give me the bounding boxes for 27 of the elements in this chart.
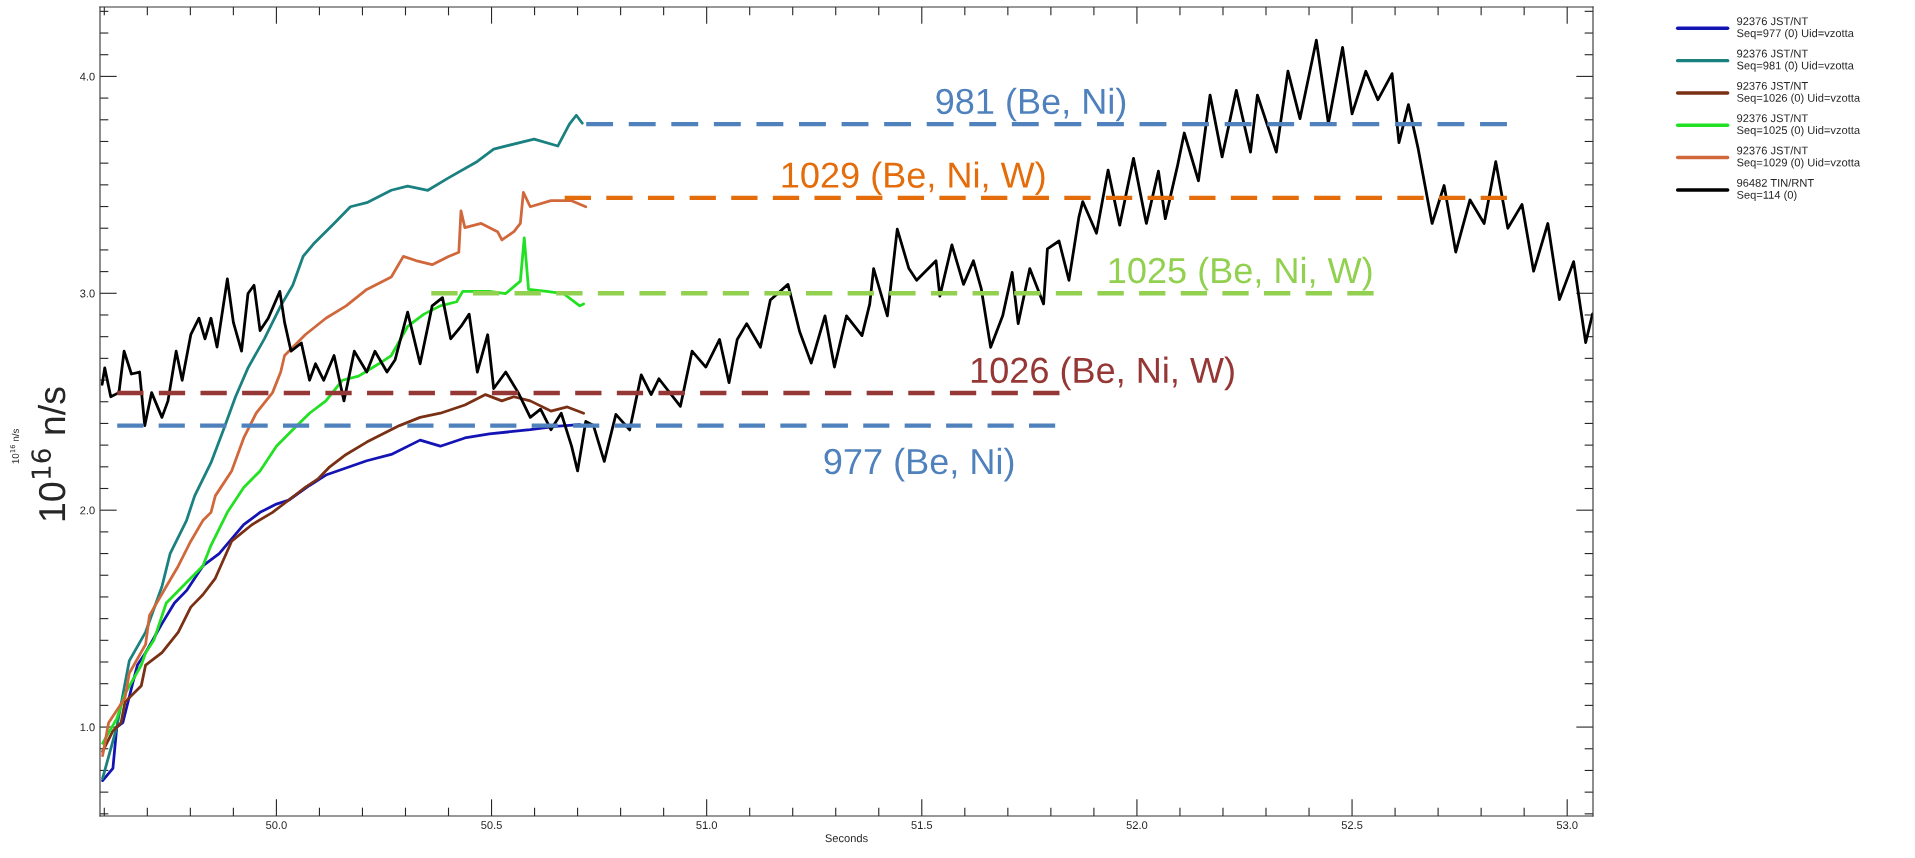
annotation: 981 (Be, Ni): [936, 87, 1126, 122]
x-tick-label: 53.0: [1556, 821, 1578, 830]
y-tick-label: 3.0: [80, 289, 95, 298]
y-tick-label: 4.0: [79, 72, 95, 81]
x-tick-label: 51.5: [911, 821, 933, 830]
x-tick-label: 52.5: [1341, 821, 1363, 830]
legend-label: 92376 JST/NT Seq=977 (0) Uid=vzotta: [1737, 17, 1854, 40]
text: 10$^{16}$ n/s: [10, 428, 19, 464]
x-tick-label: 51.0: [696, 821, 718, 830]
x-tick-label: 52.0: [1126, 821, 1148, 830]
legend-label: 92376 JST/NT Seq=1029 (0) Uid=vzotta: [1737, 146, 1861, 169]
y-tick-label: 2.0: [80, 506, 95, 515]
line-series: [101, 113, 584, 780]
y-axis-title: 10$^{16}$ n/s: [31, 387, 66, 521]
legend-label: 92376 JST/NT Seq=1026 (0) Uid=vzotta: [1737, 81, 1861, 104]
x-tick-label: 50.5: [481, 821, 502, 830]
annotation: 977 (Be, Ni): [824, 447, 1014, 482]
legend-label: 92376 JST/NT Seq=981 (0) Uid=vzotta: [1737, 49, 1854, 72]
x-tick-label: 50.0: [266, 821, 287, 830]
legend-label: 92376 JST/NT Seq=1025 (0) Uid=vzotta: [1737, 113, 1861, 137]
annotation: 1025 (Be, Ni, W): [1109, 256, 1372, 291]
legend-label: 96482 TIN/RNT Seq=114 (0): [1737, 178, 1814, 201]
y-tick-label: 1.0: [80, 723, 95, 732]
line-series: [101, 393, 585, 753]
annotation: 1026 (Be, Ni, W): [971, 356, 1234, 391]
x-axis-title: Seconds: [825, 834, 868, 843]
annotation: 1029 (Be, Ni, W): [782, 161, 1045, 196]
